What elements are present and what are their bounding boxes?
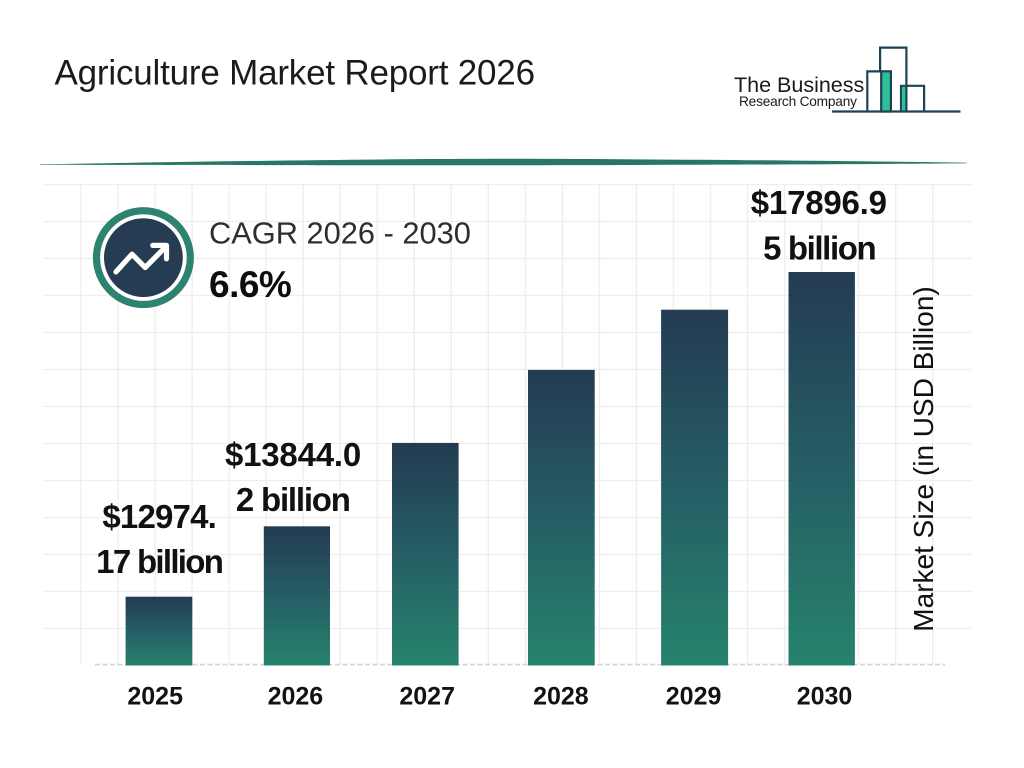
svg-text:$12974.: $12974. (102, 498, 216, 535)
svg-text:CAGR 2026 - 2030: CAGR 2026 - 2030 (209, 215, 471, 250)
svg-text:2027: 2027 (399, 683, 455, 711)
svg-text:2028: 2028 (533, 683, 589, 711)
svg-text:2025: 2025 (127, 683, 183, 711)
svg-text:2029: 2029 (666, 683, 722, 711)
svg-text:$13844.0: $13844.0 (225, 436, 361, 473)
svg-text:6.6%: 6.6% (209, 264, 291, 305)
svg-text:Market Size (in USD Billion): Market Size (in USD Billion) (908, 286, 939, 631)
svg-text:2030: 2030 (797, 683, 853, 711)
svg-text:2 billion: 2 billion (236, 481, 350, 518)
svg-text:$17896.9: $17896.9 (751, 184, 887, 221)
svg-text:5 billion: 5 billion (763, 230, 875, 267)
svg-text:17 billion: 17 billion (96, 543, 223, 580)
svg-text:The Business: The Business (734, 73, 864, 97)
svg-text:Agriculture Market Report 2026: Agriculture Market Report 2026 (55, 54, 535, 93)
svg-text:2026: 2026 (268, 683, 324, 711)
svg-text:Research Company: Research Company (739, 94, 857, 109)
